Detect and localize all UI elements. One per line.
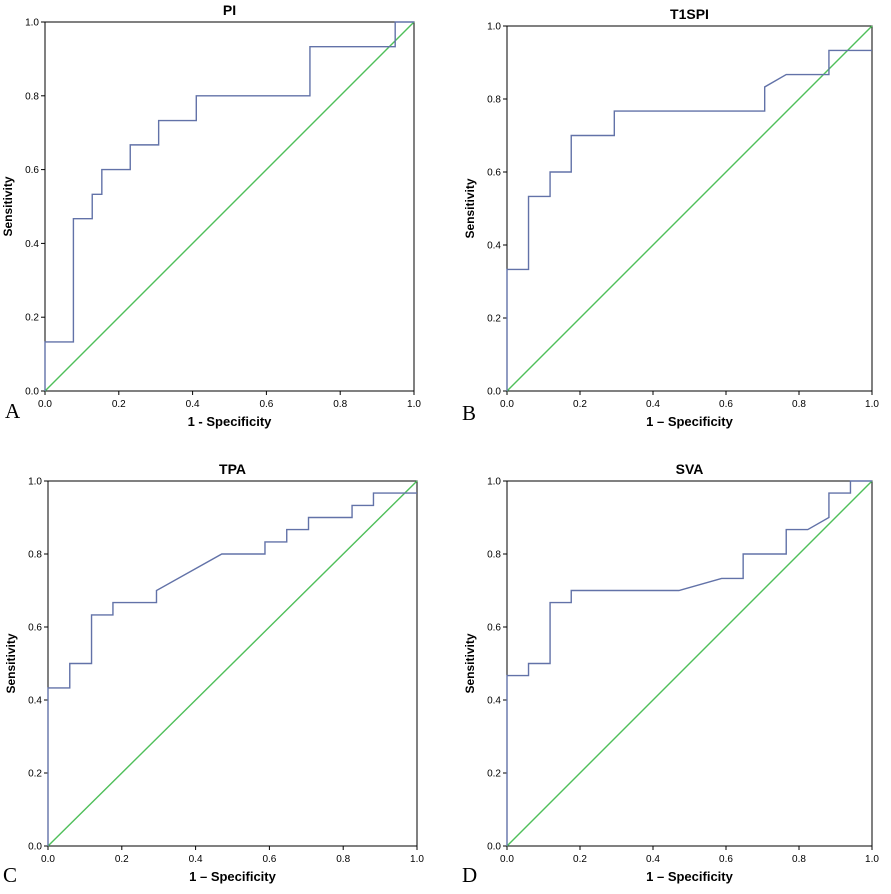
y-tick-label: 0.4 bbox=[487, 241, 501, 252]
y-tick-label: 0.8 bbox=[487, 550, 501, 561]
y-tick-label: 0.2 bbox=[25, 313, 39, 324]
y-tick-label: 0.8 bbox=[28, 550, 42, 561]
y-tick-label: 0.2 bbox=[487, 314, 501, 325]
roc-curve bbox=[506, 49, 872, 391]
reference-line bbox=[47, 480, 418, 847]
x-tick-label: 0.0 bbox=[41, 854, 55, 865]
chart-title: PI bbox=[223, 2, 236, 18]
y-tick-label: 0.4 bbox=[25, 239, 39, 250]
x-tick-label: 1.0 bbox=[865, 399, 879, 410]
chart-panel-d: SVA 0.0 0.2 0.4 0.6 0.8 1.0 0.0 0.2 0.4 0.6 0.8 1.0 1… bbox=[462, 461, 879, 887]
x-tick-label: 0.2 bbox=[112, 399, 126, 410]
y-tick-label: 0.4 bbox=[487, 696, 501, 707]
chart-panel-b: T1SPI 0.0 0.2 0.4 0.6 0.8 1.0 0.0 0.2 0.4 0.6 0.8 1.… bbox=[462, 6, 879, 429]
roc-curve bbox=[506, 480, 872, 846]
y-tick-label: 0.2 bbox=[487, 769, 501, 780]
x-axis-label: 1 - Specificity bbox=[188, 414, 273, 429]
x-tick-label: 0.0 bbox=[500, 399, 514, 410]
panel-letter: C bbox=[3, 863, 17, 887]
y-tick-label: 0.2 bbox=[28, 769, 42, 780]
x-tick-label: 0.2 bbox=[573, 399, 587, 410]
x-tick-label: 0.2 bbox=[115, 854, 129, 865]
y-tick-label: 1.0 bbox=[25, 18, 39, 29]
chart-title: TPA bbox=[219, 461, 246, 477]
y-tick-label: 0.0 bbox=[487, 387, 501, 398]
y-tick-label: 0.6 bbox=[487, 623, 501, 634]
x-tick-label: 0.4 bbox=[646, 854, 660, 865]
x-tick-label: 0.6 bbox=[719, 854, 733, 865]
chart-title: SVA bbox=[676, 461, 704, 477]
roc-curve bbox=[47, 492, 417, 846]
reference-line bbox=[44, 21, 415, 392]
x-tick-label: 1.0 bbox=[865, 854, 879, 865]
chart-title: T1SPI bbox=[670, 6, 709, 22]
plot-frame bbox=[506, 480, 873, 847]
reference-line bbox=[506, 25, 873, 392]
x-tick-label: 0.0 bbox=[500, 854, 514, 865]
x-axis-label: 1 – Specificity bbox=[646, 414, 733, 429]
x-tick-label: 0.4 bbox=[186, 399, 200, 410]
y-tick-label: 0.4 bbox=[28, 696, 42, 707]
roc-curve bbox=[44, 21, 414, 391]
plot-frame bbox=[44, 21, 415, 392]
x-tick-label: 1.0 bbox=[407, 399, 421, 410]
chart-panel-a: PI 0.0 0.2 0.4 0.6 0.8 1.0 0.0 0.2 0.4 0.6 0.8 1.0 1 … bbox=[1, 2, 421, 429]
y-tick-label: 0.0 bbox=[25, 387, 39, 398]
panel-letter: A bbox=[5, 399, 21, 423]
y-tick-label: 0.8 bbox=[25, 91, 39, 102]
y-axis-label: Sensitivity bbox=[463, 633, 477, 693]
x-tick-label: 0.8 bbox=[333, 399, 347, 410]
y-tick-label: 1.0 bbox=[487, 477, 501, 488]
panel-letter: D bbox=[462, 863, 477, 887]
y-tick-label: 0.6 bbox=[28, 623, 42, 634]
x-tick-label: 0.6 bbox=[259, 399, 273, 410]
x-axis-label: 1 – Specificity bbox=[646, 869, 733, 884]
x-tick-label: 0.8 bbox=[336, 854, 350, 865]
y-tick-label: 1.0 bbox=[28, 477, 42, 488]
y-tick-label: 0.0 bbox=[487, 842, 501, 853]
panel-letter: B bbox=[462, 401, 476, 425]
y-tick-label: 0.6 bbox=[487, 168, 501, 179]
x-tick-label: 0.6 bbox=[719, 399, 733, 410]
y-tick-label: 1.0 bbox=[487, 22, 501, 33]
plot-frame bbox=[47, 480, 418, 847]
x-tick-label: 0.8 bbox=[792, 854, 806, 865]
y-axis-label: Sensitivity bbox=[463, 178, 477, 238]
reference-line bbox=[506, 480, 873, 847]
y-tick-label: 0.6 bbox=[25, 165, 39, 176]
x-tick-label: 1.0 bbox=[410, 854, 424, 865]
plot-frame bbox=[506, 25, 873, 392]
y-tick-label: 0.8 bbox=[487, 95, 501, 106]
x-tick-label: 0.8 bbox=[792, 399, 806, 410]
x-tick-label: 0.6 bbox=[262, 854, 276, 865]
x-tick-label: 0.0 bbox=[38, 399, 52, 410]
chart-panel-c: TPA 0.0 0.2 0.4 0.6 0.8 1.0 0.0 0.2 0.4 0.6 0.8 1.0 1… bbox=[3, 461, 424, 887]
y-tick-label: 0.0 bbox=[28, 842, 42, 853]
y-axis-label: Sensitivity bbox=[4, 633, 18, 693]
x-tick-label: 0.4 bbox=[646, 399, 660, 410]
y-axis-label: Sensitivity bbox=[1, 176, 15, 236]
x-tick-label: 0.4 bbox=[189, 854, 203, 865]
x-tick-label: 0.2 bbox=[573, 854, 587, 865]
x-axis-label: 1 – Specificity bbox=[189, 869, 276, 884]
